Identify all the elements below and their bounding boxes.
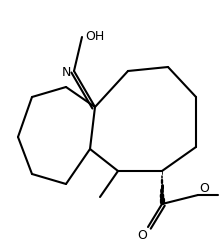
Text: N: N bbox=[62, 65, 71, 78]
Text: O: O bbox=[137, 228, 147, 241]
Text: OH: OH bbox=[85, 30, 104, 43]
Text: O: O bbox=[199, 181, 209, 194]
